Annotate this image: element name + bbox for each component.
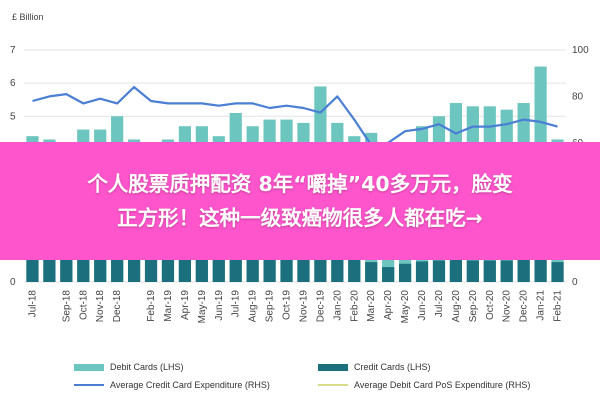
credit-bar	[229, 256, 242, 282]
credit-bar	[77, 257, 90, 282]
credit-bar	[246, 257, 259, 282]
x-tick-label: May-20	[400, 290, 411, 324]
credit-bar	[534, 257, 547, 282]
credit-bar	[212, 258, 225, 282]
left-axis-unit-label: £ Billion	[12, 12, 44, 22]
left-tick-label: 0	[10, 277, 16, 288]
credit-bar	[111, 253, 124, 282]
x-tick-label: Feb-19	[146, 290, 157, 322]
x-tick-label: Oct-19	[282, 290, 293, 320]
x-tick-label: Dec-20	[519, 290, 530, 323]
x-tick-label: Mar-20	[366, 290, 377, 322]
right-tick-label: 100	[572, 45, 589, 56]
credit-bar	[398, 263, 412, 282]
left-tick-label: 5	[10, 111, 16, 122]
left-tick-label: 6	[10, 78, 16, 89]
right-tick-label: 80	[572, 91, 584, 102]
credit-bars	[26, 253, 564, 282]
x-tick-label: Jan-21	[536, 290, 547, 321]
credit-bar	[43, 258, 56, 282]
credit-bar	[348, 259, 361, 282]
credit-bar	[94, 257, 107, 282]
credit-bar	[466, 260, 479, 282]
credit-bar	[127, 258, 141, 282]
promo-overlay-banner[interactable]: 个人股票质押配资 8年“嚼掉”40多万元，脸变 正方形！这种一级致癌物很多人都在…	[0, 142, 600, 260]
credit-bar	[263, 257, 276, 282]
legend-avg-credit: Average Credit Card Expenditure (RHS)	[74, 380, 270, 390]
x-tick-label: Sep-20	[468, 290, 479, 323]
x-tick-label: Oct-20	[485, 290, 496, 320]
x-tick-label: May-19	[197, 290, 208, 324]
legend-credit-cards: Credit Cards (LHS)	[318, 362, 431, 372]
legend-avg-debit: Average Debit Card PoS Expenditure (RHS)	[318, 380, 530, 390]
x-tick-label: Sep-19	[265, 290, 276, 323]
x-tick-label: Nov-18	[95, 290, 106, 323]
left-tick-label: 7	[10, 45, 16, 56]
credit-bar	[297, 257, 310, 282]
legend-avg-debit-label: Average Debit Card PoS Expenditure (RHS)	[354, 380, 531, 390]
credit-bar	[517, 259, 530, 282]
credit-bar	[331, 258, 344, 282]
x-tick-label: Sep-18	[61, 290, 72, 323]
legend-credit-swatch	[318, 363, 348, 371]
credit-bar	[161, 258, 175, 282]
x-tick-label: Aug-20	[451, 290, 462, 323]
x-tick-label: Feb-21	[553, 290, 564, 322]
credit-bar	[382, 267, 395, 282]
x-tick-label: Mar-19	[163, 290, 174, 322]
credit-bar	[432, 260, 446, 282]
credit-bar	[26, 257, 39, 282]
legend-credit-label: Credit Cards (LHS)	[354, 362, 431, 372]
legend-debit-cards: Debit Cards (LHS)	[74, 362, 184, 372]
credit-bar	[280, 257, 293, 282]
avg-credit-expenditure-line	[32, 85, 558, 147]
legend-avg-credit-swatch	[74, 384, 104, 386]
x-tick-label: Aug-19	[248, 290, 259, 323]
x-tick-label: Dec-18	[112, 290, 123, 323]
x-tick-label: Jul-20	[434, 290, 445, 318]
right-tick-label: 0	[572, 277, 578, 288]
x-tick-label: Nov-20	[502, 290, 513, 323]
x-axis-ticks: Jul-18 Sep-18 Oct-18 Nov-18 Dec-18 Feb-19 Mar-…	[28, 290, 564, 324]
credit-bar	[60, 258, 73, 282]
promo-overlay-text[interactable]: 个人股票质押配资 8年“嚼掉”40多万元，脸变 正方形！这种一级致癌物很多人都在…	[20, 167, 580, 235]
x-tick-label: Feb-20	[349, 290, 360, 322]
credit-bar	[483, 260, 496, 282]
credit-bar	[500, 260, 513, 282]
x-tick-label: Apr-19	[180, 290, 191, 320]
credit-bar	[551, 262, 564, 282]
credit-bar	[415, 261, 429, 282]
legend-avg-credit-label: Average Credit Card Expenditure (RHS)	[110, 380, 270, 390]
x-tick-label: Jul-19	[231, 290, 242, 318]
promo-line-2: 正方形！这种一级致癌物很多人都在吃→	[117, 206, 483, 230]
x-tick-label: Oct-18	[78, 290, 89, 320]
x-tick-label: Dec-19	[315, 290, 326, 323]
x-tick-label: Apr-20	[383, 290, 394, 320]
legend-debit-label: Debit Cards (LHS)	[110, 362, 184, 372]
x-tick-label: Jun-20	[417, 290, 428, 321]
x-tick-label: Jun-19	[214, 290, 225, 321]
x-tick-label: Nov-19	[299, 290, 310, 323]
x-tick-label: Jul-18	[28, 290, 39, 318]
credit-bar	[178, 257, 192, 282]
legend-debit-swatch	[74, 363, 104, 371]
legend-avg-debit-swatch	[318, 384, 348, 386]
credit-bar	[365, 262, 378, 282]
credit-bar	[314, 253, 327, 282]
credit-bar	[144, 259, 158, 282]
credit-bar	[195, 257, 208, 282]
x-tick-label: Jan-20	[332, 290, 343, 321]
promo-line-1: 个人股票质押配资 8年“嚼掉”40多万元，脸变	[87, 172, 513, 196]
credit-bar	[449, 259, 463, 282]
